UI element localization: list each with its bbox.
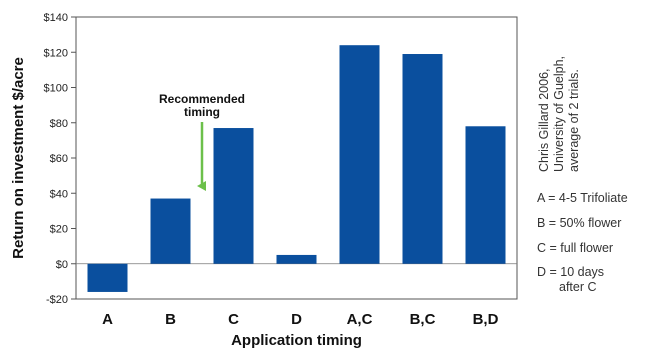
legend: A = 4-5 Trifoliate B = 50% flower C = full…: [537, 191, 628, 294]
y-tick-label: $120: [44, 47, 68, 59]
bars: [87, 45, 506, 292]
legend-entry: after C: [559, 280, 597, 294]
y-tick-label: $20: [50, 224, 68, 236]
y-tick-label: $100: [44, 83, 68, 95]
source-note-line: University of Guelph,: [552, 56, 566, 172]
source-note-line: Chris Gillard 2006,: [537, 68, 551, 172]
x-category-label: B,C: [410, 311, 436, 328]
legend-entry: D = 10 days: [537, 265, 604, 279]
y-tick-label: -$20: [46, 294, 68, 306]
x-category-label: C: [228, 311, 239, 328]
y-axis-ticks: -$20 $0 $20 $40 $60 $80 $100 $120 $140: [44, 12, 76, 306]
y-tick-label: $0: [56, 259, 68, 271]
bar-A-C: [339, 45, 380, 264]
bar-B-D: [465, 126, 506, 264]
bar-A: [87, 263, 128, 292]
bar-C: [213, 128, 254, 264]
x-category-label: A,C: [347, 311, 373, 328]
legend-entry: C = full flower: [537, 241, 613, 255]
x-category-label: B: [165, 311, 176, 328]
y-tick-label: $40: [50, 188, 68, 200]
x-axis-category-labels: A B C D A,C B,C B,D: [102, 311, 499, 328]
source-note-line: average of 2 trials.: [567, 69, 581, 172]
source-note: Chris Gillard 2006, University of Guelph,…: [537, 56, 581, 172]
bar-B: [150, 198, 191, 264]
legend-entry: B = 50% flower: [537, 216, 621, 230]
y-tick-label: $140: [44, 12, 68, 24]
x-category-label: B,D: [473, 311, 499, 328]
bar-D: [276, 254, 317, 264]
x-category-label: A: [102, 311, 113, 328]
y-tick-label: $80: [50, 118, 68, 130]
y-axis-title: Return on investment $/acre: [10, 57, 27, 259]
annotation-text-line: Recommended: [159, 92, 245, 106]
bar-B-C: [402, 54, 443, 264]
annotation-text-line: timing: [184, 105, 220, 119]
x-category-label: D: [291, 311, 302, 328]
legend-entry: A = 4-5 Trifoliate: [537, 191, 628, 205]
y-tick-label: $60: [50, 153, 68, 165]
x-axis-title: Application timing: [231, 332, 362, 349]
